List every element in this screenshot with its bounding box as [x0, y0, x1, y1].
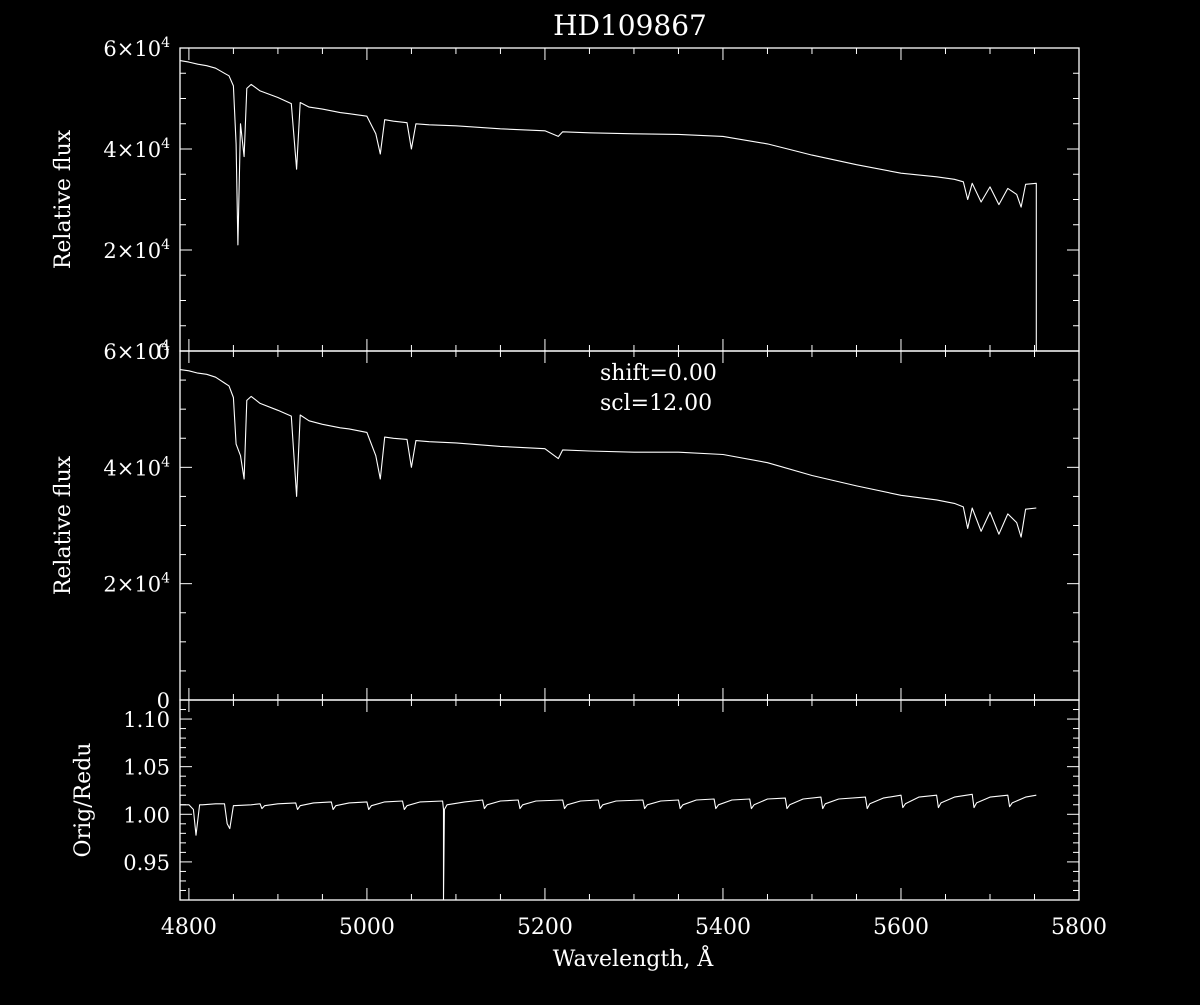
spectrum-series-middle — [179, 369, 1037, 538]
y-tick-label: 4×104 — [103, 136, 170, 162]
y-tick-exponent: 4 — [161, 35, 170, 51]
x-axis-label: Wavelength, Å — [553, 944, 715, 972]
x-tick-label: 5400 — [695, 915, 751, 940]
y-tick-exponent: 4 — [161, 136, 170, 152]
y-tick-label: 1.10 — [123, 708, 170, 732]
chart-title: HD109867 — [553, 9, 707, 42]
annotation-text: shift=0.00 — [600, 361, 717, 386]
y-tick-label: 4×104 — [103, 454, 170, 480]
y-tick-exponent: 4 — [161, 454, 170, 470]
y-tick-exponent: 4 — [161, 338, 170, 354]
y-tick-label: 1.00 — [123, 803, 170, 827]
y-axis-label: Orig/Redu — [71, 743, 96, 858]
panel-frame-top — [179, 47, 1080, 352]
x-tick-label: 5800 — [1051, 915, 1107, 940]
y-tick-label: 2×104 — [103, 237, 170, 263]
y-tick-label: 0.95 — [123, 851, 170, 875]
spectrum-series-top — [179, 60, 1037, 351]
y-tick-exponent: 4 — [161, 571, 170, 587]
y-tick-label: 6×104 — [103, 338, 170, 364]
y-tick-label: 2×104 — [103, 571, 170, 597]
x-tick-label: 5200 — [517, 915, 573, 940]
annotation-text: scl=12.00 — [600, 391, 712, 416]
y-axis-label: Relative flux — [51, 455, 76, 595]
y-tick-label: 0 — [157, 689, 170, 713]
y-tick-exponent: 4 — [161, 237, 170, 253]
y-axis-label: Relative flux — [51, 129, 76, 269]
x-tick-label: 4800 — [161, 915, 217, 940]
y-tick-label: 0 — [157, 340, 170, 364]
x-tick-label: 5000 — [339, 915, 395, 940]
panel-frame-bottom — [179, 699, 1080, 901]
x-tick-label: 5600 — [873, 915, 929, 940]
y-tick-label: 1.05 — [123, 756, 170, 780]
y-tick-label: 6×104 — [103, 35, 170, 61]
spectrum-series-bottom — [180, 793, 1037, 901]
